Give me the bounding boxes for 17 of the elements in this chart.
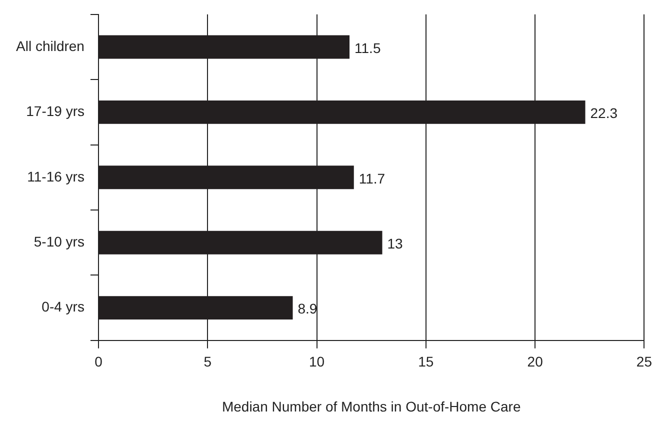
x-tick-label: 10 bbox=[308, 354, 325, 370]
x-tick-label: 5 bbox=[204, 354, 212, 370]
data-label: 13 bbox=[387, 235, 404, 252]
y-tick-label: 5-10 yrs bbox=[34, 233, 84, 250]
y-tick-label: 0-4 yrs bbox=[42, 298, 84, 315]
y-tick-label: 11-16 yrs bbox=[27, 168, 84, 184]
x-axis-title: Median Number of Months in Out-of-Home Care bbox=[222, 398, 521, 414]
data-label: 8.9 bbox=[298, 300, 318, 317]
x-tick-label: 20 bbox=[527, 354, 544, 370]
x-tick-label: 25 bbox=[636, 354, 652, 370]
data-label: 11.5 bbox=[354, 40, 381, 56]
x-tick-label: 0 bbox=[94, 354, 103, 370]
data-label: 22.3 bbox=[590, 105, 618, 122]
x-tick-label: 15 bbox=[418, 354, 434, 370]
y-tick-label: 17-19 yrs bbox=[26, 103, 84, 120]
data-label: 11.7 bbox=[358, 170, 386, 186]
y-tick-label: All children bbox=[16, 38, 84, 54]
